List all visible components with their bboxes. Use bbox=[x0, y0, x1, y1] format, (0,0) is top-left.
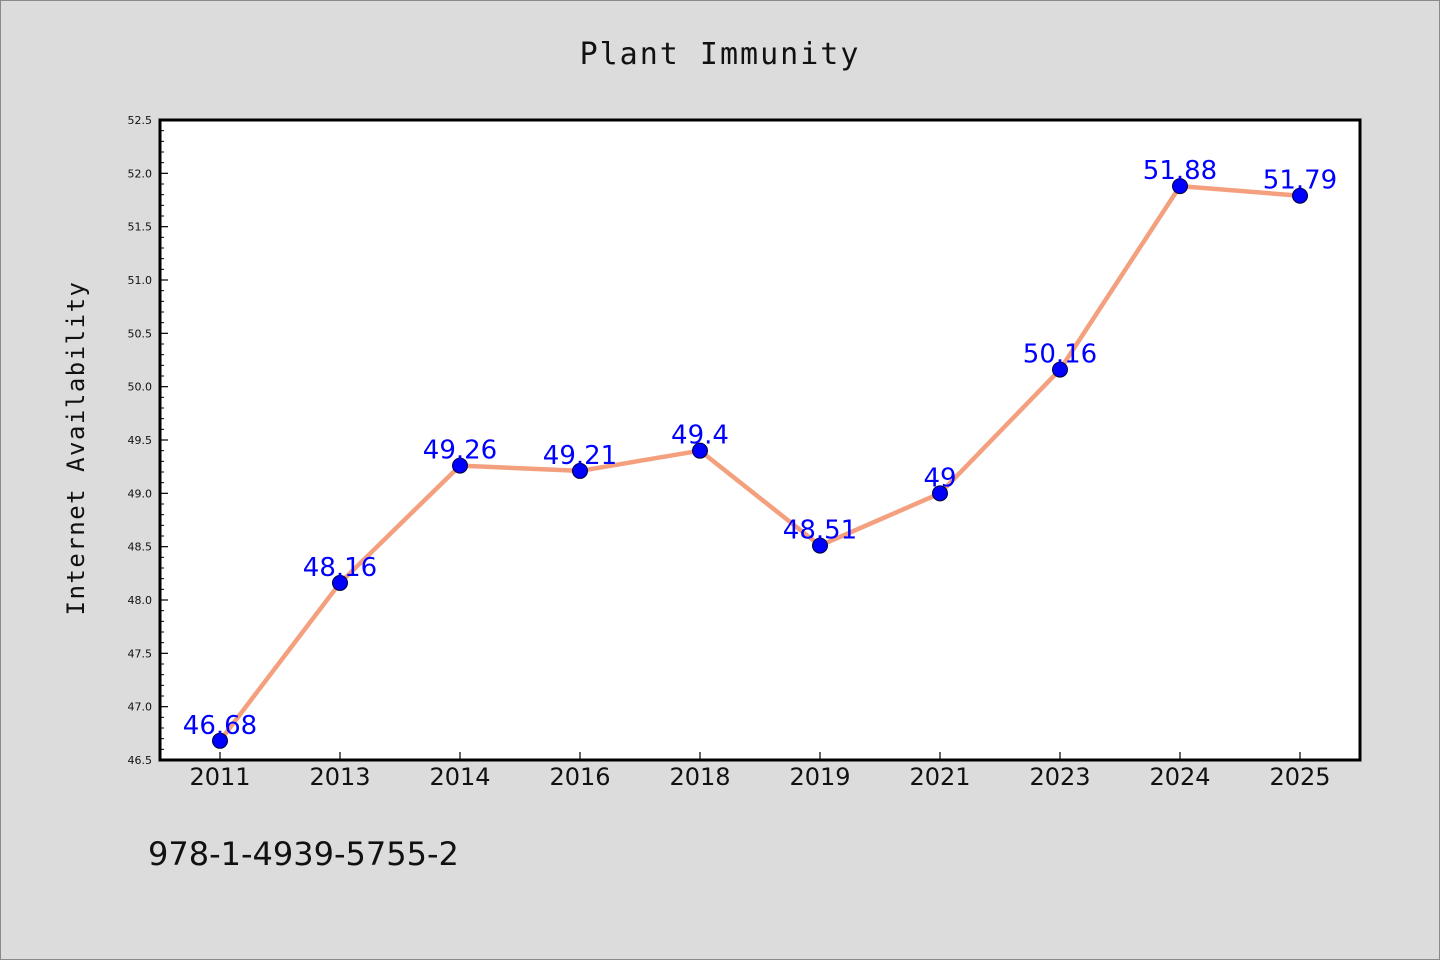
series-layer bbox=[212, 178, 1308, 749]
y-axis-label: Internet Availability bbox=[62, 281, 90, 616]
data-label: 49.26 bbox=[423, 436, 497, 466]
x-tick-label: 2025 bbox=[1269, 763, 1330, 791]
footer-isbn: 978-1-4939-5755-2 bbox=[148, 835, 459, 873]
chart-title: Plant Immunity bbox=[580, 37, 861, 72]
x-tick-label: 2023 bbox=[1029, 763, 1090, 791]
y-tick-label: 49.5 bbox=[128, 434, 153, 447]
data-label: 50.16 bbox=[1023, 340, 1097, 370]
data-point bbox=[1052, 361, 1068, 378]
data-label: 49 bbox=[923, 463, 956, 493]
x-tick-label: 2013 bbox=[309, 763, 370, 791]
x-tick-label: 2016 bbox=[549, 763, 610, 791]
data-labels-layer: 46.68 48.16 49.26 49.21 49.4 48.51 49 50.16 51.8… bbox=[183, 156, 1337, 741]
x-axis-ticks: 2011 2013 2014 2016 2018 2019 2021 2023 2024 2025 bbox=[189, 752, 1331, 791]
data-point bbox=[1292, 187, 1308, 204]
plot-border bbox=[158, 118, 1362, 762]
y-tick-label: 47.5 bbox=[128, 647, 153, 660]
plot-area bbox=[160, 120, 1360, 760]
y-tick-label: 50.0 bbox=[128, 381, 153, 394]
series-line bbox=[217, 183, 1303, 744]
data-label: 51.88 bbox=[1143, 156, 1217, 186]
data-point bbox=[332, 574, 348, 591]
y-axis-ticks: 46.5 47.0 47.5 48.0 48.5 49.0 49.5 50.0 50.5 51.0… bbox=[128, 114, 168, 767]
y-tick-label: 52.5 bbox=[128, 114, 153, 127]
data-point bbox=[572, 462, 588, 479]
data-point bbox=[692, 442, 708, 459]
y-tick-label: 49.0 bbox=[128, 487, 153, 500]
data-point bbox=[452, 457, 468, 474]
x-tick-label: 2018 bbox=[669, 763, 730, 791]
data-label: 51.79 bbox=[1263, 166, 1337, 196]
y-tick-label: 46.5 bbox=[128, 754, 153, 767]
data-label: 48.16 bbox=[303, 553, 377, 583]
x-tick-label: 2021 bbox=[909, 763, 970, 791]
y-tick-label: 48.5 bbox=[128, 541, 153, 554]
x-tick-label: 2011 bbox=[189, 763, 250, 791]
y-tick-label: 51.5 bbox=[128, 221, 153, 234]
y-tick-label: 52.0 bbox=[128, 167, 153, 180]
y-tick-label: 50.5 bbox=[128, 327, 153, 340]
data-label: 49.4 bbox=[671, 421, 729, 451]
data-point bbox=[212, 732, 228, 749]
data-label: 46.68 bbox=[183, 711, 257, 741]
y-tick-label: 47.0 bbox=[128, 701, 153, 714]
x-tick-label: 2014 bbox=[429, 763, 490, 791]
data-point bbox=[812, 537, 828, 554]
data-label: 48.51 bbox=[783, 516, 857, 546]
x-tick-label: 2019 bbox=[789, 763, 850, 791]
x-tick-label: 2024 bbox=[1149, 763, 1210, 791]
y-tick-label: 48.0 bbox=[128, 594, 153, 607]
data-point bbox=[1172, 178, 1188, 195]
data-label: 49.21 bbox=[543, 441, 617, 471]
y-tick-label: 51.0 bbox=[128, 274, 153, 287]
data-point bbox=[932, 485, 948, 502]
